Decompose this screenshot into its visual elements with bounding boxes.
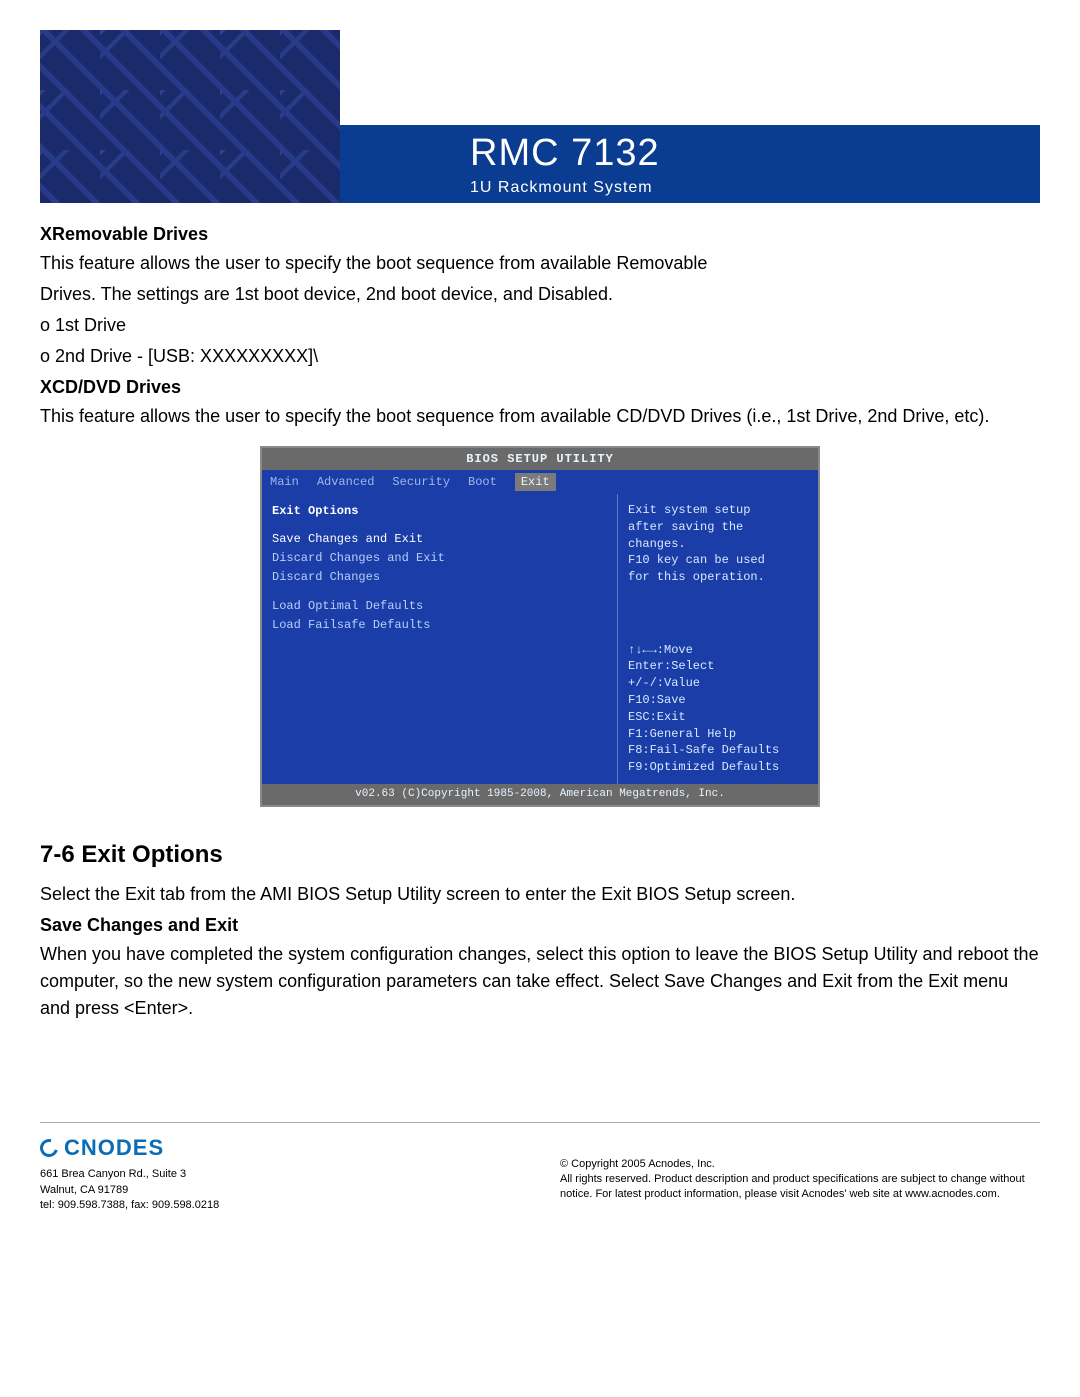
help-line: Exit system setup bbox=[628, 502, 808, 519]
key-hint: F10:Save bbox=[628, 692, 808, 709]
section-heading-exit-options: 7-6 Exit Options bbox=[40, 837, 1040, 873]
page-footer: CNODES 661 Brea Canyon Rd., Suite 3 Waln… bbox=[40, 1122, 1040, 1214]
bios-tab-boot[interactable]: Boot bbox=[468, 473, 497, 491]
bios-copyright: v02.63 (C)Copyright 1985-2008, American … bbox=[262, 784, 818, 805]
bios-option-discard-exit[interactable]: Discard Changes and Exit bbox=[272, 549, 607, 567]
bios-option-save-exit[interactable]: Save Changes and Exit bbox=[272, 530, 607, 548]
footer-address-2: Walnut, CA 91789 bbox=[40, 1183, 219, 1198]
help-line: changes. bbox=[628, 536, 808, 553]
bios-help-panel: Exit system setup after saving the chang… bbox=[618, 494, 818, 784]
bios-panel-title: Exit Options bbox=[272, 502, 607, 520]
footer-right: © Copyright 2005 Acnodes, Inc. All right… bbox=[560, 1133, 1040, 1203]
footer-copyright: © Copyright 2005 Acnodes, Inc. bbox=[560, 1157, 1040, 1172]
bios-body: Exit Options Save Changes and Exit Disca… bbox=[262, 494, 818, 784]
bios-titlebar: BIOS SETUP UTILITY bbox=[262, 448, 818, 470]
product-title: RMC 7132 bbox=[470, 132, 1040, 175]
key-hint: F9:Optimized Defaults bbox=[628, 759, 808, 776]
product-subtitle: 1U Rackmount System bbox=[470, 179, 1040, 197]
list-item: o 2nd Drive - [USB: XXXXXXXXX]\ bbox=[40, 343, 1040, 370]
key-hint: +/-/:Value bbox=[628, 675, 808, 692]
help-line: F10 key can be used bbox=[628, 552, 808, 569]
key-hint: ESC:Exit bbox=[628, 709, 808, 726]
bios-key-legend: ↑↓←→:Move Enter:Select +/-/:Value F10:Sa… bbox=[628, 642, 808, 776]
key-hint: F8:Fail-Safe Defaults bbox=[628, 742, 808, 759]
bios-menubar: Main Advanced Security Boot Exit bbox=[262, 470, 818, 494]
page-header: RMC 7132 1U Rackmount System bbox=[40, 30, 1040, 203]
paragraph: Drives. The settings are 1st boot device… bbox=[40, 281, 1040, 308]
bios-help-text: Exit system setup after saving the chang… bbox=[628, 502, 808, 586]
bios-tab-exit[interactable]: Exit bbox=[515, 473, 556, 491]
bios-tab-main[interactable]: Main bbox=[270, 473, 299, 491]
help-line: after saving the bbox=[628, 519, 808, 536]
bios-options-panel: Exit Options Save Changes and Exit Disca… bbox=[262, 494, 618, 784]
footer-tel: tel: 909.598.7388, fax: 909.598.0218 bbox=[40, 1198, 219, 1213]
list-item: o 1st Drive bbox=[40, 312, 1040, 339]
acnodes-logo: CNODES bbox=[40, 1133, 219, 1164]
header-banner: RMC 7132 1U Rackmount System bbox=[340, 125, 1040, 203]
footer-rights: All rights reserved. Product description… bbox=[560, 1172, 1040, 1203]
bios-screenshot: BIOS SETUP UTILITY Main Advanced Securit… bbox=[260, 446, 820, 807]
bios-option-discard[interactable]: Discard Changes bbox=[272, 568, 607, 586]
header-right: RMC 7132 1U Rackmount System bbox=[340, 30, 1040, 203]
document-body: XRemovable Drives This feature allows th… bbox=[40, 221, 1040, 1022]
key-hint: F1:General Help bbox=[628, 726, 808, 743]
paragraph: This feature allows the user to specify … bbox=[40, 403, 1040, 430]
help-line: for this operation. bbox=[628, 569, 808, 586]
section-heading-removable: XRemovable Drives bbox=[40, 221, 1040, 248]
footer-address-1: 661 Brea Canyon Rd., Suite 3 bbox=[40, 1167, 219, 1182]
bios-tab-security[interactable]: Security bbox=[392, 473, 450, 491]
bios-tab-advanced[interactable]: Advanced bbox=[317, 473, 375, 491]
section-heading-cddvd: XCD/DVD Drives bbox=[40, 374, 1040, 401]
logo-text: CNODES bbox=[64, 1133, 164, 1164]
header-graphic bbox=[40, 30, 340, 203]
header-whitespace bbox=[340, 30, 1040, 125]
footer-left: CNODES 661 Brea Canyon Rd., Suite 3 Waln… bbox=[40, 1133, 219, 1214]
logo-mark-icon bbox=[37, 1136, 62, 1161]
paragraph: When you have completed the system confi… bbox=[40, 941, 1040, 1022]
spacer bbox=[272, 587, 607, 597]
key-hint: ↑↓←→:Move bbox=[628, 642, 808, 659]
bios-option-failsafe[interactable]: Load Failsafe Defaults bbox=[272, 616, 607, 634]
document-page: RMC 7132 1U Rackmount System XRemovable … bbox=[0, 0, 1080, 1233]
paragraph: This feature allows the user to specify … bbox=[40, 250, 1040, 277]
section-heading-save-exit: Save Changes and Exit bbox=[40, 912, 1040, 939]
key-hint: Enter:Select bbox=[628, 658, 808, 675]
paragraph: Select the Exit tab from the AMI BIOS Se… bbox=[40, 881, 1040, 908]
bios-option-optimal[interactable]: Load Optimal Defaults bbox=[272, 597, 607, 615]
